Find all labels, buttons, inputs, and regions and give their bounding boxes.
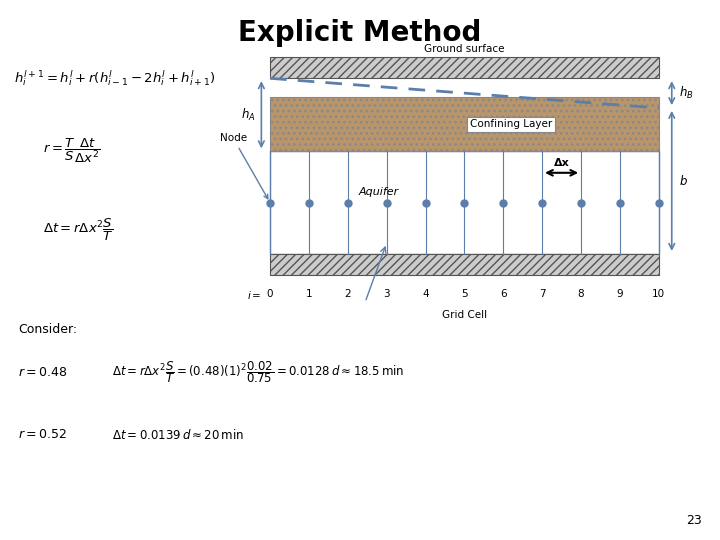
Text: 23: 23 — [686, 514, 702, 526]
Text: 4: 4 — [422, 289, 429, 299]
Text: $r = 0.48$: $r = 0.48$ — [18, 366, 68, 379]
Text: Grid Cell: Grid Cell — [442, 310, 487, 321]
Text: Explicit Method: Explicit Method — [238, 19, 482, 47]
Text: $r = 0.52$: $r = 0.52$ — [18, 428, 67, 441]
Text: $b$: $b$ — [679, 174, 688, 188]
Text: $\Delta t = r\Delta x^2\dfrac{S}{T} = (0.48)(1)^2\dfrac{0.02}{0.75} = 0.0128\,d : $\Delta t = r\Delta x^2\dfrac{S}{T} = (0… — [112, 360, 404, 386]
Text: 7: 7 — [539, 289, 546, 299]
Text: 8: 8 — [577, 289, 585, 299]
Text: $r = \dfrac{T}{S}\dfrac{\Delta t}{\Delta x^2}$: $r = \dfrac{T}{S}\dfrac{\Delta t}{\Delta… — [43, 137, 101, 165]
Text: 9: 9 — [616, 289, 624, 299]
Text: Consider:: Consider: — [18, 323, 77, 336]
Text: Ground surface: Ground surface — [424, 44, 505, 54]
Text: 3: 3 — [383, 289, 390, 299]
Text: Aquifer: Aquifer — [359, 187, 399, 197]
Text: $h_i^{l+1} = h_i^l + r(h_{i-1}^l - 2h_i^l + h_{i+1}^l)$: $h_i^{l+1} = h_i^l + r(h_{i-1}^l - 2h_i^… — [14, 69, 216, 88]
Text: $\Delta t = 0.0139\,d \approx 20\,\mathrm{min}$: $\Delta t = 0.0139\,d \approx 20\,\mathr… — [112, 428, 243, 442]
Text: $h_B$: $h_B$ — [679, 85, 693, 101]
Text: 0: 0 — [266, 289, 274, 299]
Bar — [270, 151, 659, 254]
Text: 6: 6 — [500, 289, 507, 299]
Bar — [270, 97, 659, 151]
Text: $i =$: $i =$ — [247, 289, 261, 301]
Text: 2: 2 — [344, 289, 351, 299]
Bar — [270, 254, 659, 275]
Text: Node: Node — [220, 133, 268, 199]
Text: 10: 10 — [652, 289, 665, 299]
Text: Confining Layer: Confining Layer — [470, 119, 552, 129]
Text: $\Delta t = r\Delta x^2\dfrac{S}{T}$: $\Delta t = r\Delta x^2\dfrac{S}{T}$ — [43, 217, 114, 242]
Text: 1: 1 — [305, 289, 312, 299]
Text: 5: 5 — [461, 289, 468, 299]
Bar — [270, 57, 659, 78]
Text: $h_A$: $h_A$ — [241, 107, 256, 123]
Text: Δx: Δx — [554, 158, 570, 168]
